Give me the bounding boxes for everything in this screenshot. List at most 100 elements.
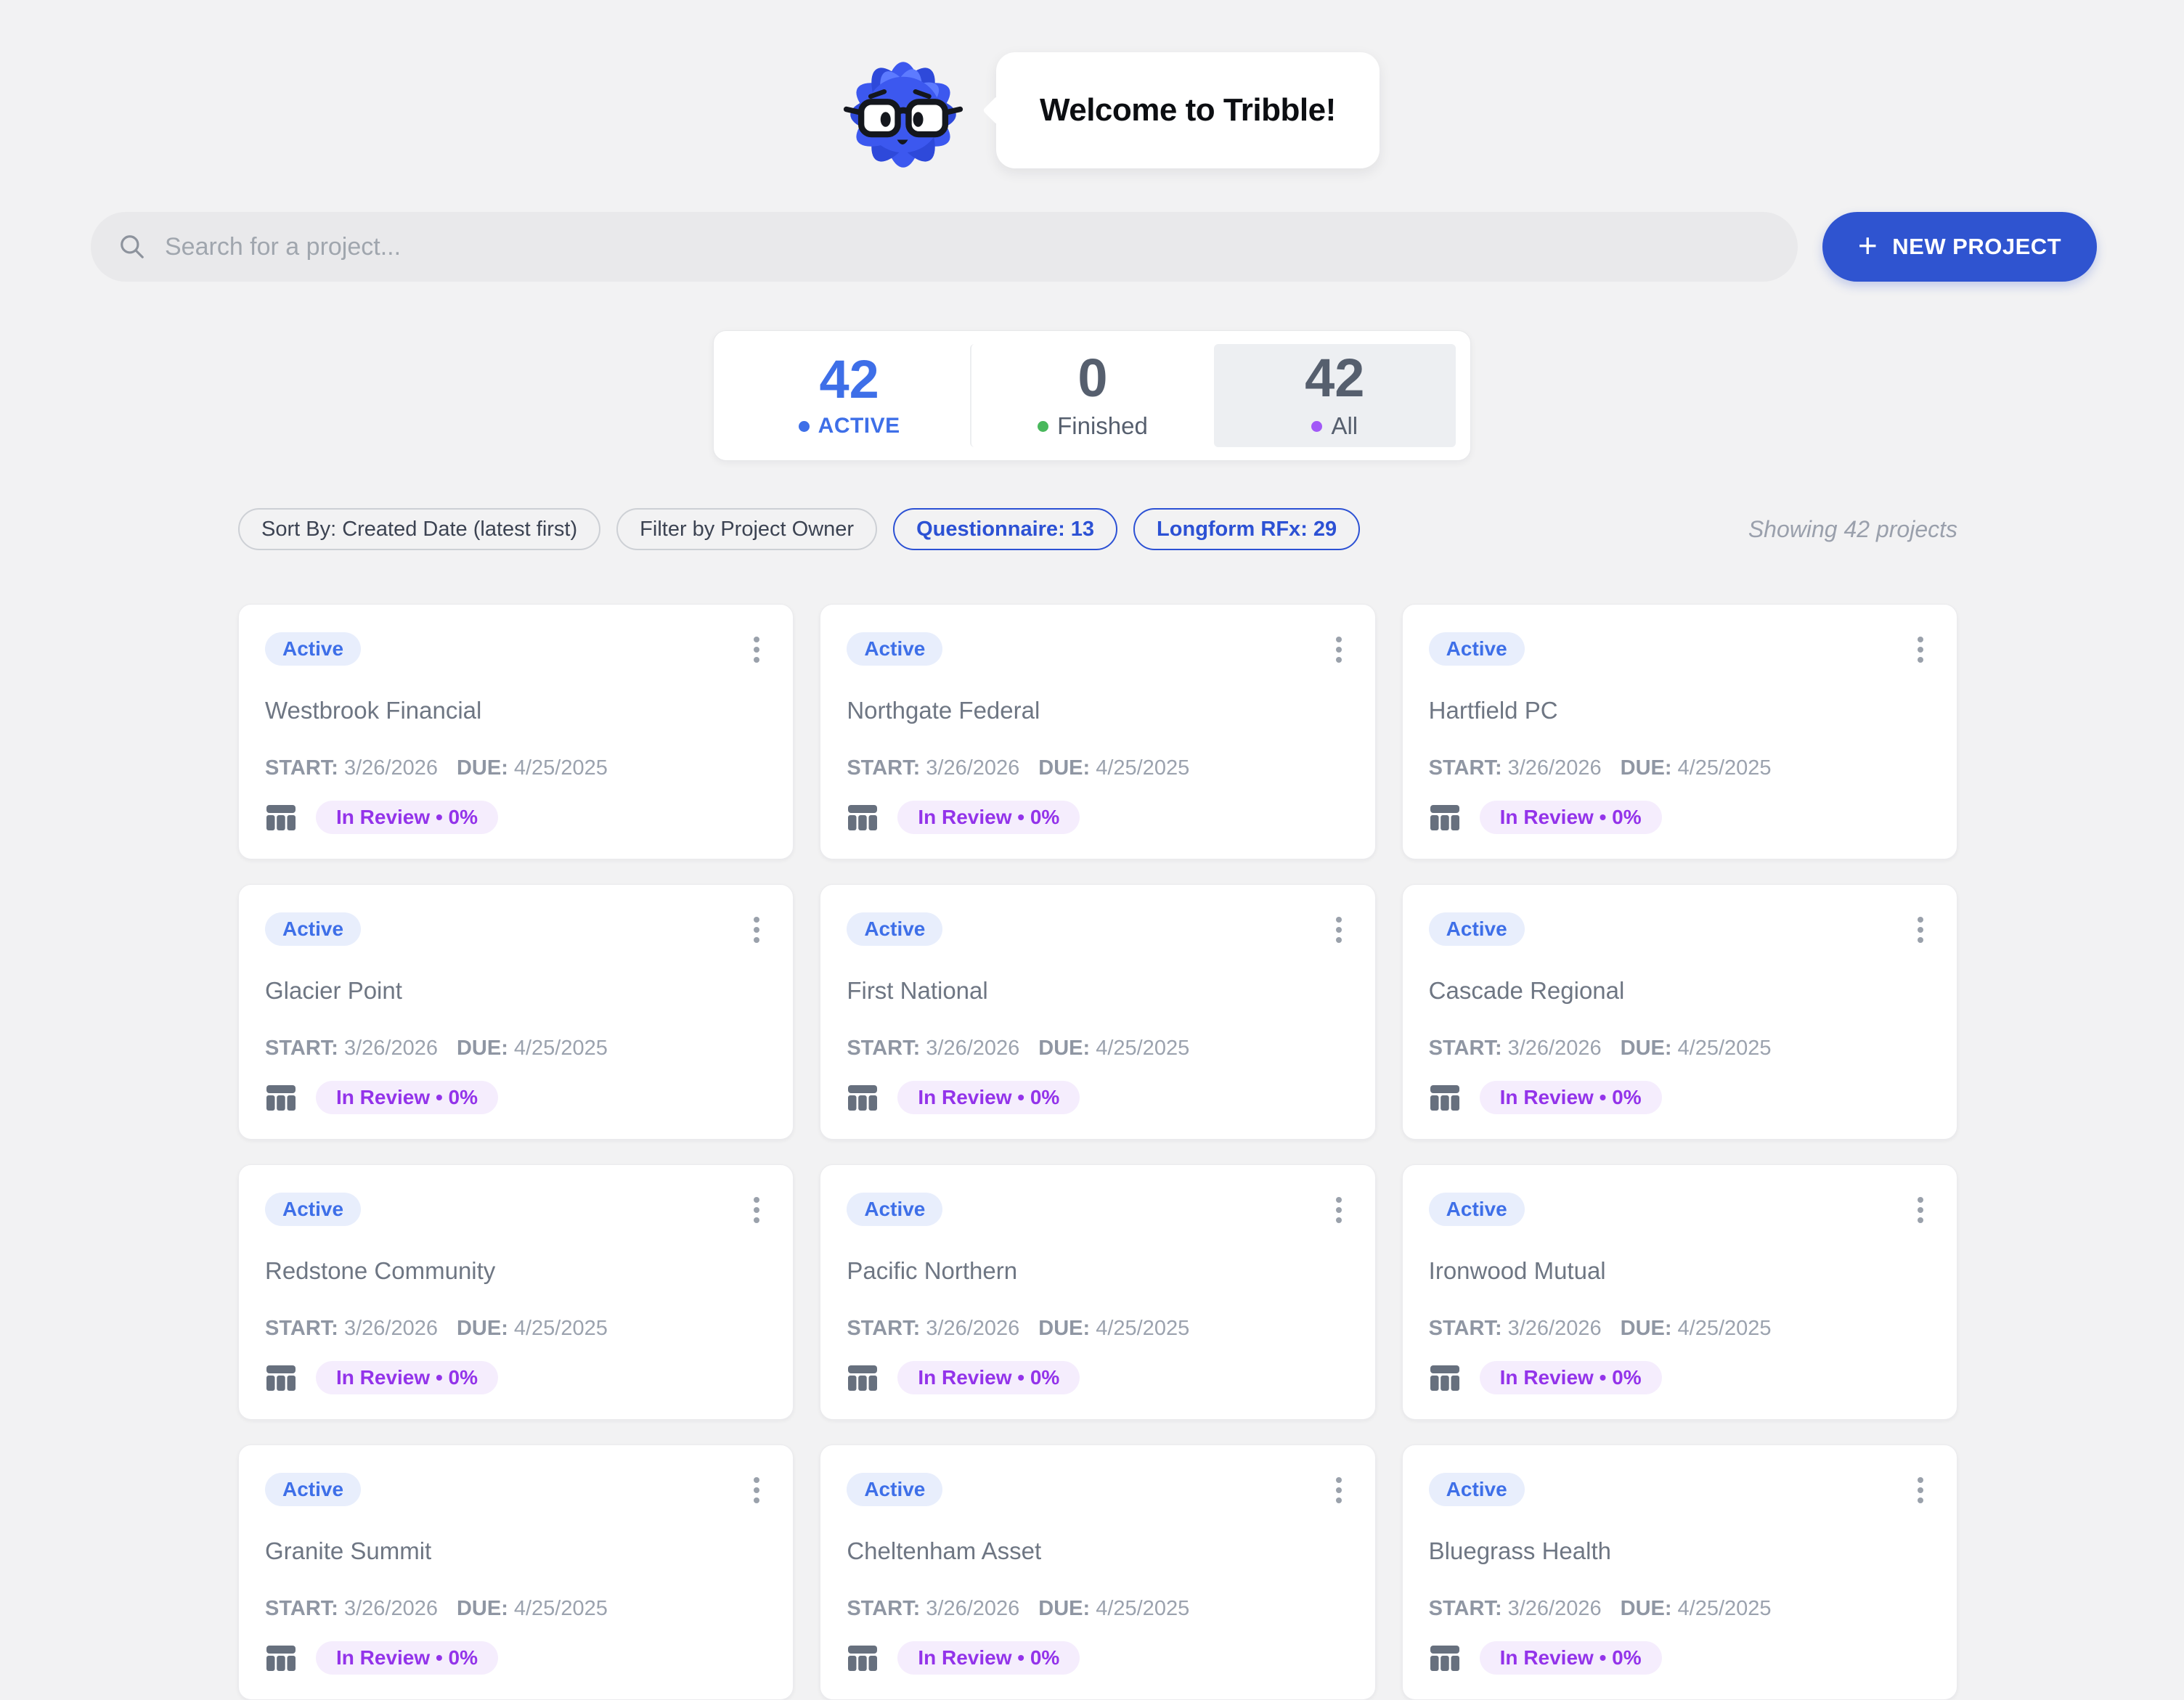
start-label: START: <box>847 756 921 780</box>
filter-row: Sort By: Created Date (latest first) Fil… <box>238 508 1957 550</box>
project-owner: Northgate Federal <box>847 697 1040 724</box>
project-title: Northgate Federal CMMC <box>847 686 1348 690</box>
filter-owner-button[interactable]: Filter by Project Owner <box>616 508 878 550</box>
due-date: 4/25/2025 <box>513 1317 608 1340</box>
project-title: Ironwood Mutual VendorAssessment <box>1429 1246 1931 1250</box>
project-card[interactable]: Active Cheltenham Asset Management Chelt… <box>820 1444 1376 1700</box>
questionnaire-table-icon <box>266 1646 296 1671</box>
status-badge: Active <box>1428 1193 1525 1226</box>
project-dates: START: 3/26/2026 DUE: 4/25/2025 <box>1429 756 1931 780</box>
project-card[interactable]: Active Granite Summit Capital InvestorDD… <box>238 1444 794 1700</box>
start-label: START: <box>1428 1317 1502 1340</box>
project-card[interactable]: Active Northgate Federal CMMC Northgate … <box>820 604 1376 859</box>
due-label: DUE: <box>1038 1597 1091 1620</box>
card-menu-kebab-icon[interactable] <box>1910 912 1931 947</box>
project-card[interactable]: Active Cascade Regional Medical HIPAA Ca… <box>1401 884 1957 1140</box>
card-menu-kebab-icon[interactable] <box>746 1193 767 1227</box>
review-progress-badge: In Review • 0% <box>316 1361 498 1394</box>
status-badge: Active <box>265 632 362 666</box>
project-owner: Ironwood Mutual <box>1428 1257 1606 1284</box>
showing-projects-count: Showing 42 projects <box>1748 515 1957 542</box>
questionnaire-table-icon <box>266 805 296 830</box>
project-card[interactable]: Active Westbrook Financial IT Vendor Wes… <box>238 604 794 859</box>
project-stats-card: 42 ACTIVE 0 Finished 42 All <box>713 330 1471 461</box>
start-label: START: <box>265 1597 338 1620</box>
search-input[interactable]: Search for a project... <box>91 212 1798 282</box>
project-card[interactable]: Active Glacier Point Utilities OT Glacie… <box>238 884 794 1140</box>
status-badge: Active <box>1428 1473 1525 1506</box>
search-row: Search for a project... + NEW PROJECT <box>91 212 2097 282</box>
start-date: 3/26/2026 <box>1507 756 1602 780</box>
questionnaire-table-icon <box>1430 1365 1459 1391</box>
due-date: 4/25/2025 <box>513 1597 608 1620</box>
start-label: START: <box>1428 756 1502 780</box>
project-title: First National Bank FinSec <box>847 966 1348 970</box>
stats-tab-active[interactable]: 42 ACTIVE <box>728 344 970 447</box>
status-badge: Active <box>265 1193 362 1226</box>
finished-count: 0 <box>1077 348 1108 408</box>
new-project-button[interactable]: + NEW PROJECT <box>1822 212 2097 282</box>
project-owner: Cheltenham Asset <box>847 1537 1042 1564</box>
project-dates: START: 3/26/2026 DUE: 4/25/2025 <box>265 1037 767 1061</box>
project-title: Pacific Northern Energy Vendor <box>847 1246 1348 1250</box>
card-menu-kebab-icon[interactable] <box>1910 632 1931 667</box>
start-date: 3/26/2026 <box>926 1597 1020 1620</box>
due-label: DUE: <box>1038 756 1091 780</box>
project-dates: START: 3/26/2026 DUE: 4/25/2025 <box>265 756 767 780</box>
active-label: ACTIVE <box>818 414 900 438</box>
card-menu-kebab-icon[interactable] <box>1329 1473 1349 1508</box>
project-owner: Glacier Point <box>265 977 402 1004</box>
review-progress-badge: In Review • 0% <box>897 1361 1080 1394</box>
project-dates: START: 3/26/2026 DUE: 4/25/2025 <box>847 1037 1348 1061</box>
card-menu-kebab-icon[interactable] <box>1329 912 1349 947</box>
card-menu-kebab-icon[interactable] <box>746 1473 767 1508</box>
finished-dot-icon <box>1038 420 1049 432</box>
project-title: Westbrook Financial IT Vendor <box>265 686 767 690</box>
project-title: Glacier Point Utilities OT <box>265 966 767 970</box>
card-menu-kebab-icon[interactable] <box>1329 1193 1349 1227</box>
status-badge: Active <box>1428 912 1525 946</box>
status-badge: Active <box>847 632 943 666</box>
card-menu-kebab-icon[interactable] <box>746 912 767 947</box>
sort-by-button[interactable]: Sort By: Created Date (latest first) <box>238 508 601 550</box>
due-label: DUE: <box>1620 1597 1672 1620</box>
questionnaire-table-icon <box>1430 1085 1459 1111</box>
longform-rfx-filter-button[interactable]: Longform RFx: 29 <box>1133 508 1361 550</box>
project-owner: Hartfield PC <box>1428 697 1558 724</box>
project-card[interactable]: Active Pacific Northern Energy Vendor Pa… <box>820 1164 1376 1420</box>
start-date: 3/26/2026 <box>926 1317 1020 1340</box>
project-card[interactable]: Active Bluegrass Health Network Vendor B… <box>1401 1444 1957 1700</box>
status-badge: Active <box>847 1193 943 1226</box>
all-label: All <box>1331 412 1358 439</box>
project-owner: First National <box>847 977 988 1004</box>
finished-label: Finished <box>1057 412 1148 439</box>
project-title: Granite Summit Capital InvestorDD <box>265 1527 767 1530</box>
card-menu-kebab-icon[interactable] <box>746 632 767 667</box>
review-progress-badge: In Review • 0% <box>316 1081 498 1114</box>
due-label: DUE: <box>456 1597 508 1620</box>
questionnaire-table-icon <box>848 1646 878 1671</box>
search-icon <box>121 235 144 258</box>
questionnaire-filter-button[interactable]: Questionnaire: 13 <box>893 508 1118 550</box>
review-progress-badge: In Review • 0% <box>1479 1361 1662 1394</box>
project-dates: START: 3/26/2026 DUE: 4/25/2025 <box>847 756 1348 780</box>
project-owner: Westbrook Financial <box>265 697 482 724</box>
questionnaire-table-icon <box>848 1365 878 1391</box>
start-label: START: <box>1428 1597 1502 1620</box>
project-card[interactable]: Active Redstone Community Bank Tech Reds… <box>238 1164 794 1420</box>
due-date: 4/25/2025 <box>513 1037 608 1060</box>
questionnaire-table-icon <box>266 1365 296 1391</box>
project-card[interactable]: Active Hartfield PC Insurance Cyber Hart… <box>1401 604 1957 859</box>
card-menu-kebab-icon[interactable] <box>1910 1193 1931 1227</box>
due-date: 4/25/2025 <box>1677 756 1772 780</box>
card-menu-kebab-icon[interactable] <box>1910 1473 1931 1508</box>
card-menu-kebab-icon[interactable] <box>1329 632 1349 667</box>
project-card[interactable]: Active Ironwood Mutual VendorAssessment … <box>1401 1164 1957 1420</box>
stats-tab-all[interactable]: 42 All <box>1213 344 1456 447</box>
project-card[interactable]: Active First National Bank FinSec First … <box>820 884 1376 1140</box>
due-date: 4/25/2025 <box>1096 1597 1190 1620</box>
all-dot-icon <box>1311 420 1323 432</box>
stats-tab-finished[interactable]: 0 Finished <box>970 344 1213 447</box>
due-label: DUE: <box>456 1037 508 1060</box>
project-owner: Bluegrass Health <box>1428 1537 1611 1564</box>
